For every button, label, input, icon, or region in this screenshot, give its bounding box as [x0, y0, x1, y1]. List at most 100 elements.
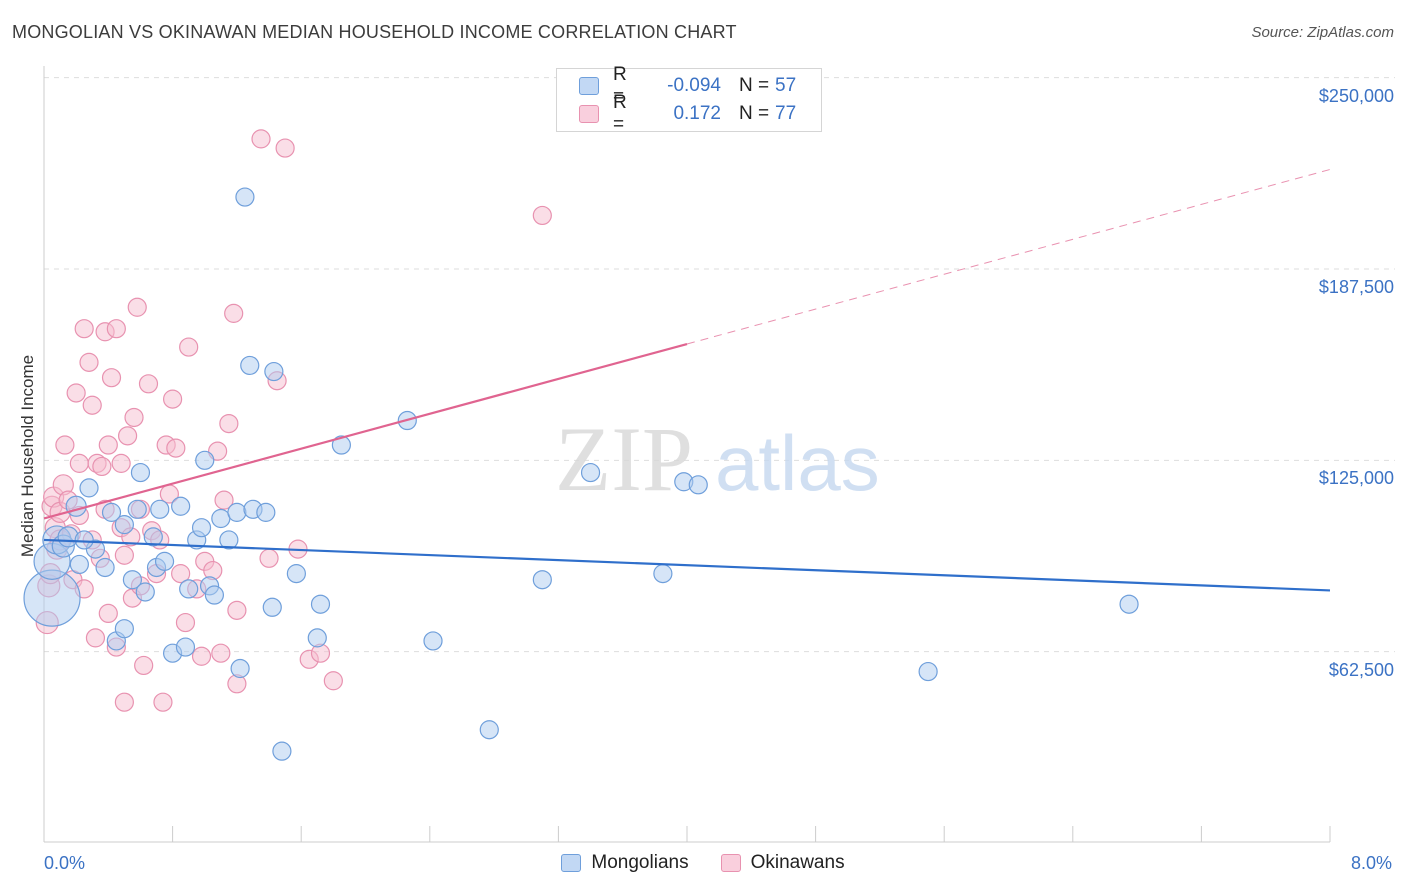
mongolian-point: [264, 361, 284, 382]
mongolian-point: [230, 658, 250, 679]
okinawans-trend-line: [43, 342, 688, 520]
okinawan-point: [191, 646, 212, 666]
mongolian-point: [653, 564, 673, 584]
okinawan-point: [153, 692, 173, 712]
mongolian-point: [331, 435, 351, 455]
mongolian-point: [171, 496, 191, 516]
okinawans-trend-line-extension: [686, 169, 1331, 345]
okinawan-point: [211, 643, 231, 663]
mongolian-point: [127, 499, 147, 519]
okinawan-point: [127, 297, 147, 317]
mongolian-point: [423, 631, 443, 651]
mongolian-point: [114, 515, 134, 535]
r-label: R =: [613, 64, 627, 107]
r-value: -0.094: [667, 75, 721, 96]
okinawan-point: [166, 438, 186, 458]
okinawan-point: [98, 435, 118, 455]
mongolian-point: [1119, 594, 1139, 614]
r-value: 0.172: [673, 103, 721, 124]
watermark-atlas: atlas: [715, 419, 880, 507]
okinawan-point: [74, 319, 94, 339]
okinawan-point: [79, 352, 99, 372]
mongolian-point: [69, 554, 89, 575]
okinawans-swatch: [579, 105, 599, 123]
okinawans-points: [35, 129, 552, 712]
mongolian-point: [95, 557, 115, 578]
mongolian-point: [195, 450, 215, 470]
okinawan-point: [214, 490, 234, 510]
okinawan-point: [69, 453, 89, 473]
mongolian-point: [154, 551, 175, 571]
okinawan-point: [175, 612, 196, 633]
mongolian-point: [240, 355, 260, 376]
mongolian-point: [310, 594, 331, 614]
mongolian-point: [175, 637, 196, 657]
okinawan-point: [55, 435, 75, 455]
n-label: N =: [739, 75, 770, 96]
okinawan-point: [251, 129, 271, 149]
mongolian-point: [135, 582, 155, 602]
okinawan-point: [111, 453, 131, 473]
mongolian-point: [918, 661, 938, 682]
okinawan-point: [66, 383, 86, 403]
trend-lines: [43, 169, 1331, 592]
mongolian-point: [580, 462, 601, 483]
y-tick-label: $62,500: [1328, 659, 1394, 680]
mongolian-point: [179, 579, 199, 599]
r-label: R =: [613, 92, 627, 135]
mongolians-legend-label: Mongolians: [591, 852, 689, 873]
okinawan-point: [117, 426, 138, 446]
legend-row-okinawans: R = 0.172 N = 77: [579, 92, 797, 135]
mongolian-point: [479, 720, 499, 740]
mongolian-point: [219, 530, 239, 550]
mongolian-point: [191, 518, 212, 538]
x-tick-max: 8.0%: [1350, 853, 1392, 873]
source-credit: Source: ZipAtlas.com: [1251, 24, 1394, 41]
mongolian-point: [74, 530, 94, 550]
okinawan-point: [163, 389, 183, 409]
x-tick-min: 0.0%: [44, 853, 86, 873]
mongolian-point: [65, 495, 87, 517]
mongolian-point: [688, 475, 708, 495]
okinawan-point: [179, 337, 199, 357]
mongolian-point: [79, 478, 99, 498]
okinawan-point: [85, 628, 106, 648]
n-label: N =: [739, 103, 770, 124]
okinawan-point: [219, 413, 239, 434]
okinawan-point: [114, 545, 134, 565]
legend-item-okinawans[interactable]: Okinawans: [720, 852, 845, 874]
okinawan-point: [134, 655, 154, 676]
okinawan-point: [92, 456, 112, 477]
mongolian-point: [262, 597, 282, 617]
legend-item-mongolians[interactable]: Mongolians: [561, 852, 689, 874]
y-tick-label: $187,500: [1318, 277, 1394, 297]
mongolians-swatch: [579, 77, 599, 95]
okinawan-point: [138, 374, 159, 394]
n-value: 77: [775, 103, 797, 124]
mongolian-point: [532, 570, 552, 590]
okinawans-legend-label: Okinawans: [750, 852, 845, 873]
okinawan-point: [106, 319, 126, 339]
watermark-zip: ZIP: [555, 408, 693, 510]
mongolian-point: [235, 187, 255, 207]
series-legend: Mongolians Okinawans: [0, 852, 1406, 874]
mongolian-point: [227, 502, 247, 522]
mongolian-point: [307, 628, 327, 648]
y-axis-label: Median Household Income: [18, 354, 37, 558]
okinawan-point: [82, 395, 102, 415]
okinawan-point: [101, 368, 122, 388]
okinawan-point: [124, 407, 144, 428]
n-value: 57: [775, 75, 797, 96]
mongolian-point: [286, 564, 306, 584]
chart-title: MONGOLIAN VS OKINAWAN MEDIAN HOUSEHOLD I…: [12, 22, 737, 42]
mongolian-point: [204, 585, 224, 605]
mongolians-legend-swatch: [561, 854, 582, 872]
okinawan-point: [532, 205, 552, 226]
y-tick-label: $125,000: [1318, 468, 1394, 489]
mongolian-point: [114, 619, 134, 639]
okinawan-point: [227, 600, 247, 620]
okinawan-point: [171, 564, 191, 584]
mongolian-point: [256, 502, 276, 522]
mongolian-point: [211, 508, 231, 529]
